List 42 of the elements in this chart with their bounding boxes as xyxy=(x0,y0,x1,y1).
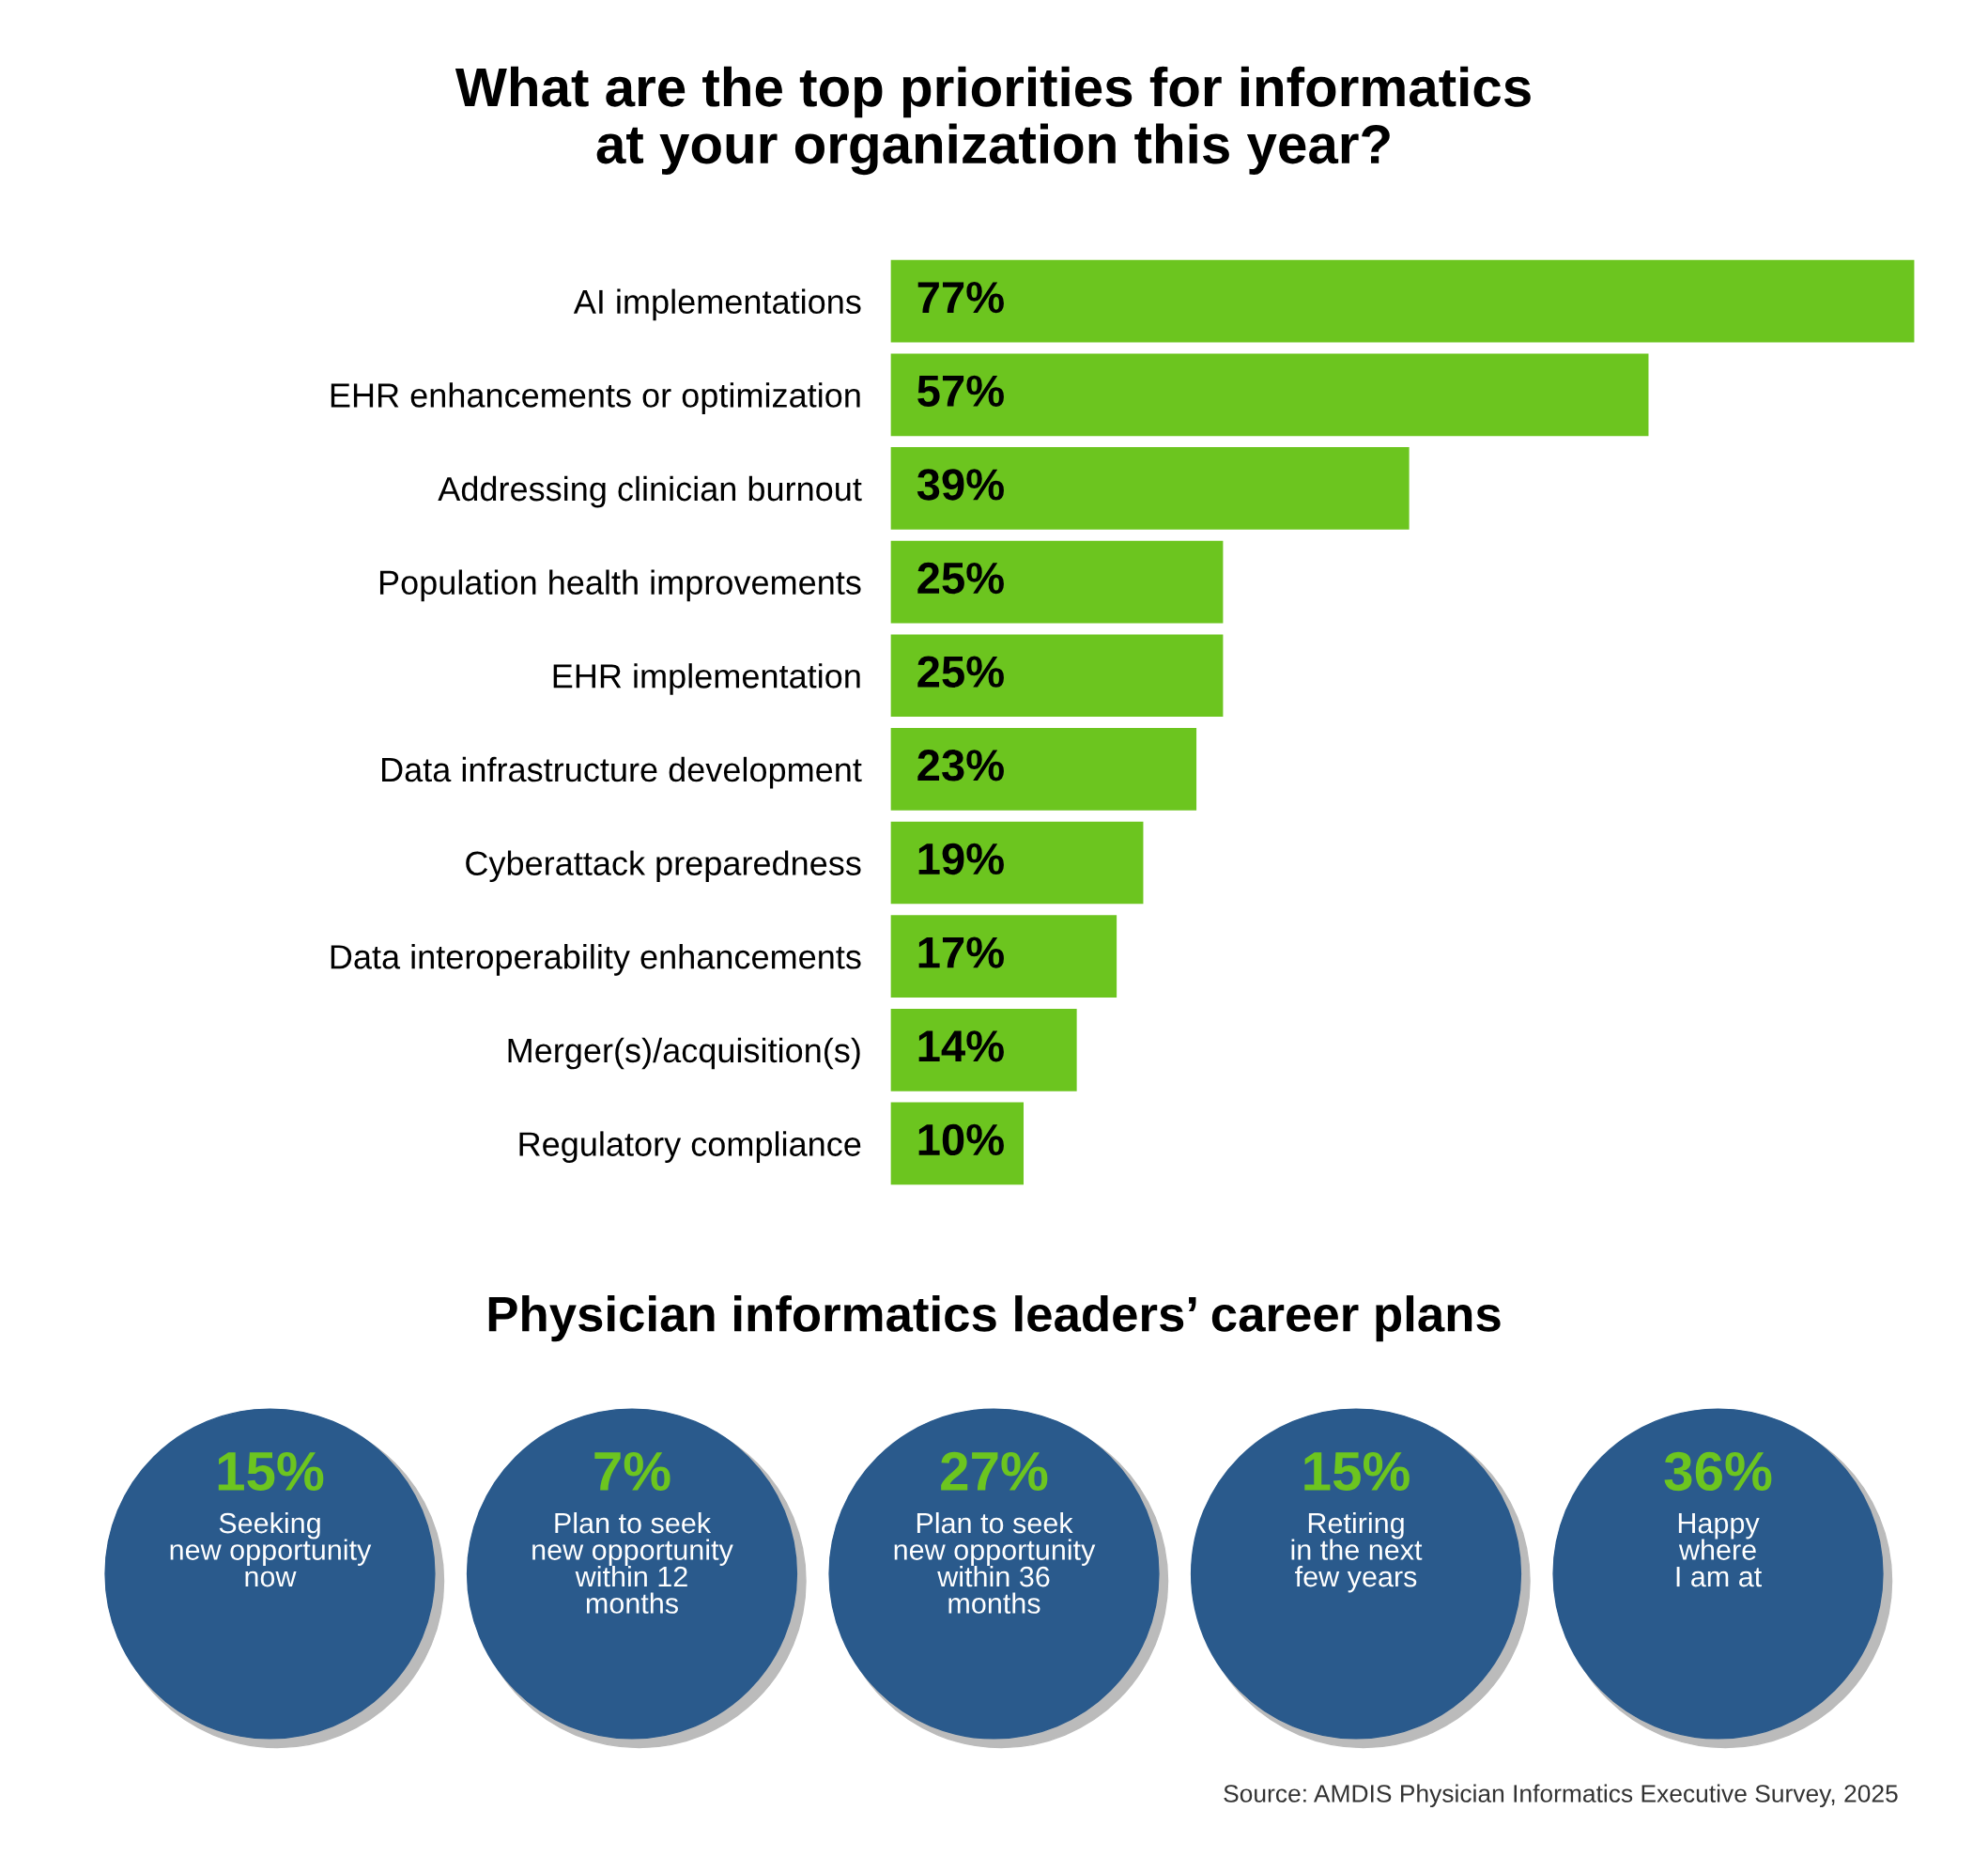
y-tick-label: Population health improvements xyxy=(379,569,861,602)
data-label: 25% xyxy=(917,562,1004,595)
y-tick-label: EHR enhancements or optimization xyxy=(331,382,860,414)
bar xyxy=(890,259,1915,343)
category-label: Plan to seek new opportunity within 12 months xyxy=(532,1511,733,1614)
bar xyxy=(890,353,1649,437)
y-tick-label: Merger(s)/acquisition(s) xyxy=(508,1037,860,1070)
data-label: 23% xyxy=(917,750,1004,781)
category-label: Retiring in the next few years xyxy=(1291,1511,1423,1593)
data-label: 25% xyxy=(917,656,1004,688)
text: 36% xyxy=(1664,1451,1772,1492)
text: 15% xyxy=(1304,1451,1410,1492)
bar xyxy=(890,1008,1077,1091)
data-label: 10% xyxy=(918,1123,1004,1156)
y-tick-label: Regulatory compliance xyxy=(519,1131,861,1164)
y-tick-label: Cyberattack preparedness xyxy=(466,850,861,883)
y-tick-label: Data interoperability enhancements xyxy=(331,944,861,976)
data-label: 17% xyxy=(918,936,1004,968)
category-label: Plan to seek new opportunity within 36 months xyxy=(894,1511,1096,1614)
text: 15% xyxy=(218,1451,324,1492)
bar xyxy=(890,728,1197,811)
bar xyxy=(890,540,1224,624)
bar xyxy=(890,915,1117,998)
text: 7% xyxy=(594,1451,670,1491)
chart-title: What are the top priorities for informatics at your organization this year? xyxy=(455,66,1531,176)
bar xyxy=(890,447,1410,530)
bar xyxy=(890,821,1144,905)
bar xyxy=(890,634,1224,718)
data-label: 77% xyxy=(917,282,1004,314)
data-label: 39% xyxy=(917,469,1004,501)
data-label: 14% xyxy=(918,1030,1004,1062)
text: 27% xyxy=(941,1451,1048,1491)
category-label: Seeking new opportunity now xyxy=(170,1511,372,1587)
category-label: Happy where I am at xyxy=(1676,1513,1763,1587)
y-tick-label: AI implementations xyxy=(573,288,861,321)
data-label: 57% xyxy=(917,375,1004,407)
y-tick-label: Addressing clinician burnout xyxy=(438,475,862,508)
y-tick-label: Data infrastructure development xyxy=(382,756,862,789)
source-note: Source: AMDIS Physician Informatics Executive Survey, 2025 xyxy=(1224,1784,1898,1808)
text: Physician informatics leaders’ career plans xyxy=(488,1295,1501,1342)
data-label: 19% xyxy=(918,843,1004,875)
y-tick-label: EHR implementation xyxy=(553,663,860,695)
